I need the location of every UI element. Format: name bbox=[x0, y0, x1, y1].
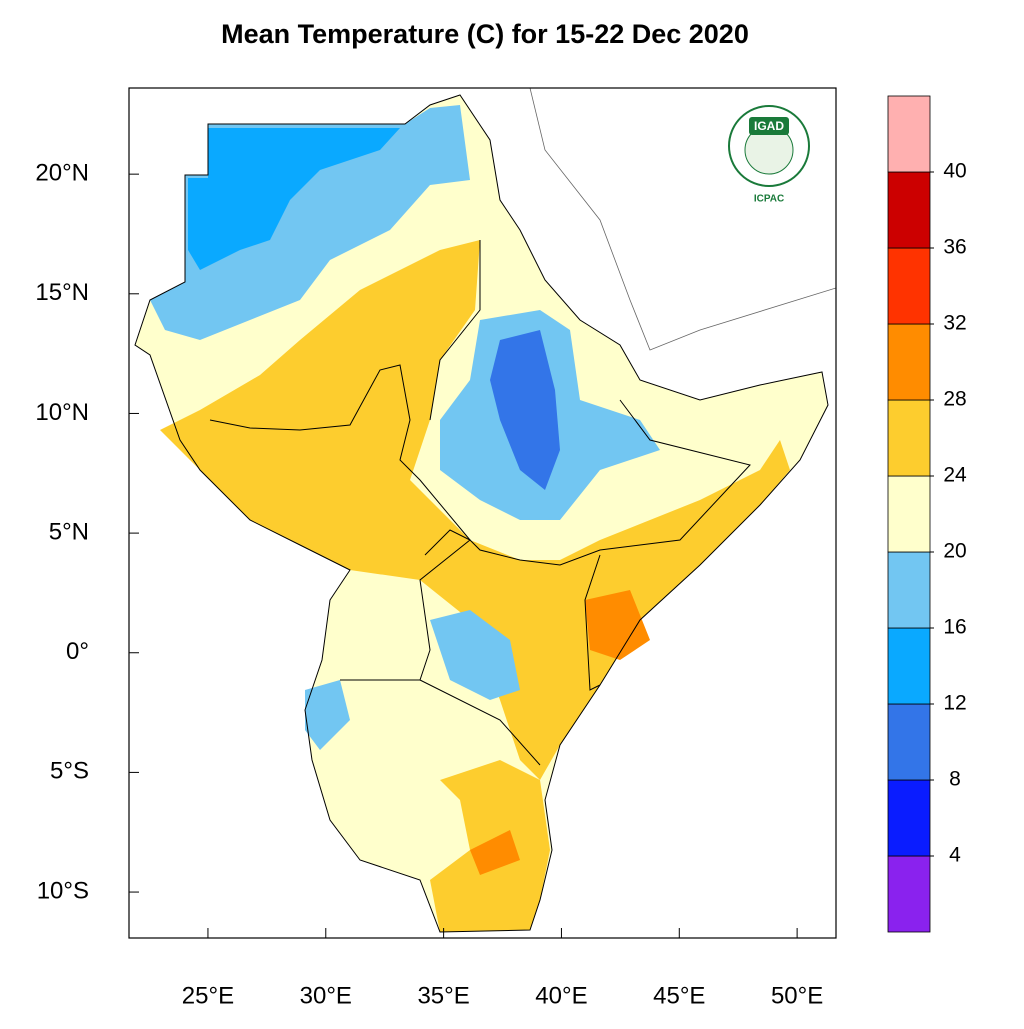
colorbar-bin bbox=[887, 779, 931, 857]
colorbar-bin bbox=[887, 399, 931, 477]
colorbar-label: 16 bbox=[943, 616, 966, 639]
colorbar-label: 24 bbox=[943, 464, 967, 487]
x-tick-label: 50°E bbox=[771, 982, 823, 1009]
title: Mean Temperature (C) for 15-22 Dec 2020 bbox=[221, 19, 749, 49]
x-tick-label: 45°E bbox=[653, 982, 705, 1009]
colorbar-label: 36 bbox=[943, 236, 966, 259]
plot-frame bbox=[128, 87, 837, 939]
x-tick-label: 30°E bbox=[300, 982, 352, 1009]
border bbox=[429, 240, 481, 421]
border bbox=[419, 679, 541, 766]
lake-region-cool bbox=[305, 680, 350, 750]
y-tick-label: 10°N bbox=[35, 399, 89, 426]
y-tick-label: 5°S bbox=[50, 758, 89, 785]
hot-zone bbox=[585, 590, 650, 660]
border bbox=[209, 364, 751, 566]
logo-org: ICPAC bbox=[754, 194, 784, 205]
y-tick-label: 10°S bbox=[37, 877, 89, 904]
y-tick-label: 20°N bbox=[35, 159, 89, 186]
border bbox=[584, 554, 601, 691]
colorbar-bin bbox=[887, 475, 931, 553]
colorbar-bin bbox=[887, 627, 931, 705]
logo-badge bbox=[749, 117, 789, 135]
colorbar-bin bbox=[887, 247, 931, 325]
colorbar-label: 8 bbox=[949, 768, 961, 791]
colorbar-label: 4 bbox=[949, 844, 961, 867]
colorbar-bin bbox=[887, 855, 931, 933]
y-tick-label: 0° bbox=[66, 638, 89, 665]
highland-cold bbox=[490, 330, 560, 490]
colorbar-label: 40 bbox=[943, 160, 966, 183]
lake-region-cool bbox=[430, 610, 520, 700]
warm-zone bbox=[160, 240, 790, 780]
colorbar-label: 12 bbox=[943, 692, 966, 715]
x-tick-label: 25°E bbox=[182, 982, 234, 1009]
colorbar-bin bbox=[887, 171, 931, 249]
y-tick-label: 5°N bbox=[49, 518, 89, 545]
map-area: IGAD ICPAC bbox=[129, 88, 836, 938]
colorbar-bin bbox=[887, 703, 931, 781]
x-tick-label: 35°E bbox=[417, 982, 469, 1009]
logo-name: IGAD bbox=[754, 119, 784, 133]
hot-zone bbox=[470, 830, 520, 875]
colorbar-label: 28 bbox=[943, 388, 966, 411]
colorbar-bin bbox=[887, 551, 931, 629]
y-tick-label: 15°N bbox=[35, 279, 89, 306]
cold-zone bbox=[188, 128, 400, 270]
land-outline bbox=[134, 94, 829, 933]
coastline bbox=[529, 88, 836, 351]
colorbar-label: 20 bbox=[943, 540, 966, 563]
colorbar-bin bbox=[887, 323, 931, 401]
x-tick-label: 40°E bbox=[535, 982, 587, 1009]
colorbar-label: 32 bbox=[943, 312, 966, 335]
colorbar-bin bbox=[887, 95, 931, 173]
